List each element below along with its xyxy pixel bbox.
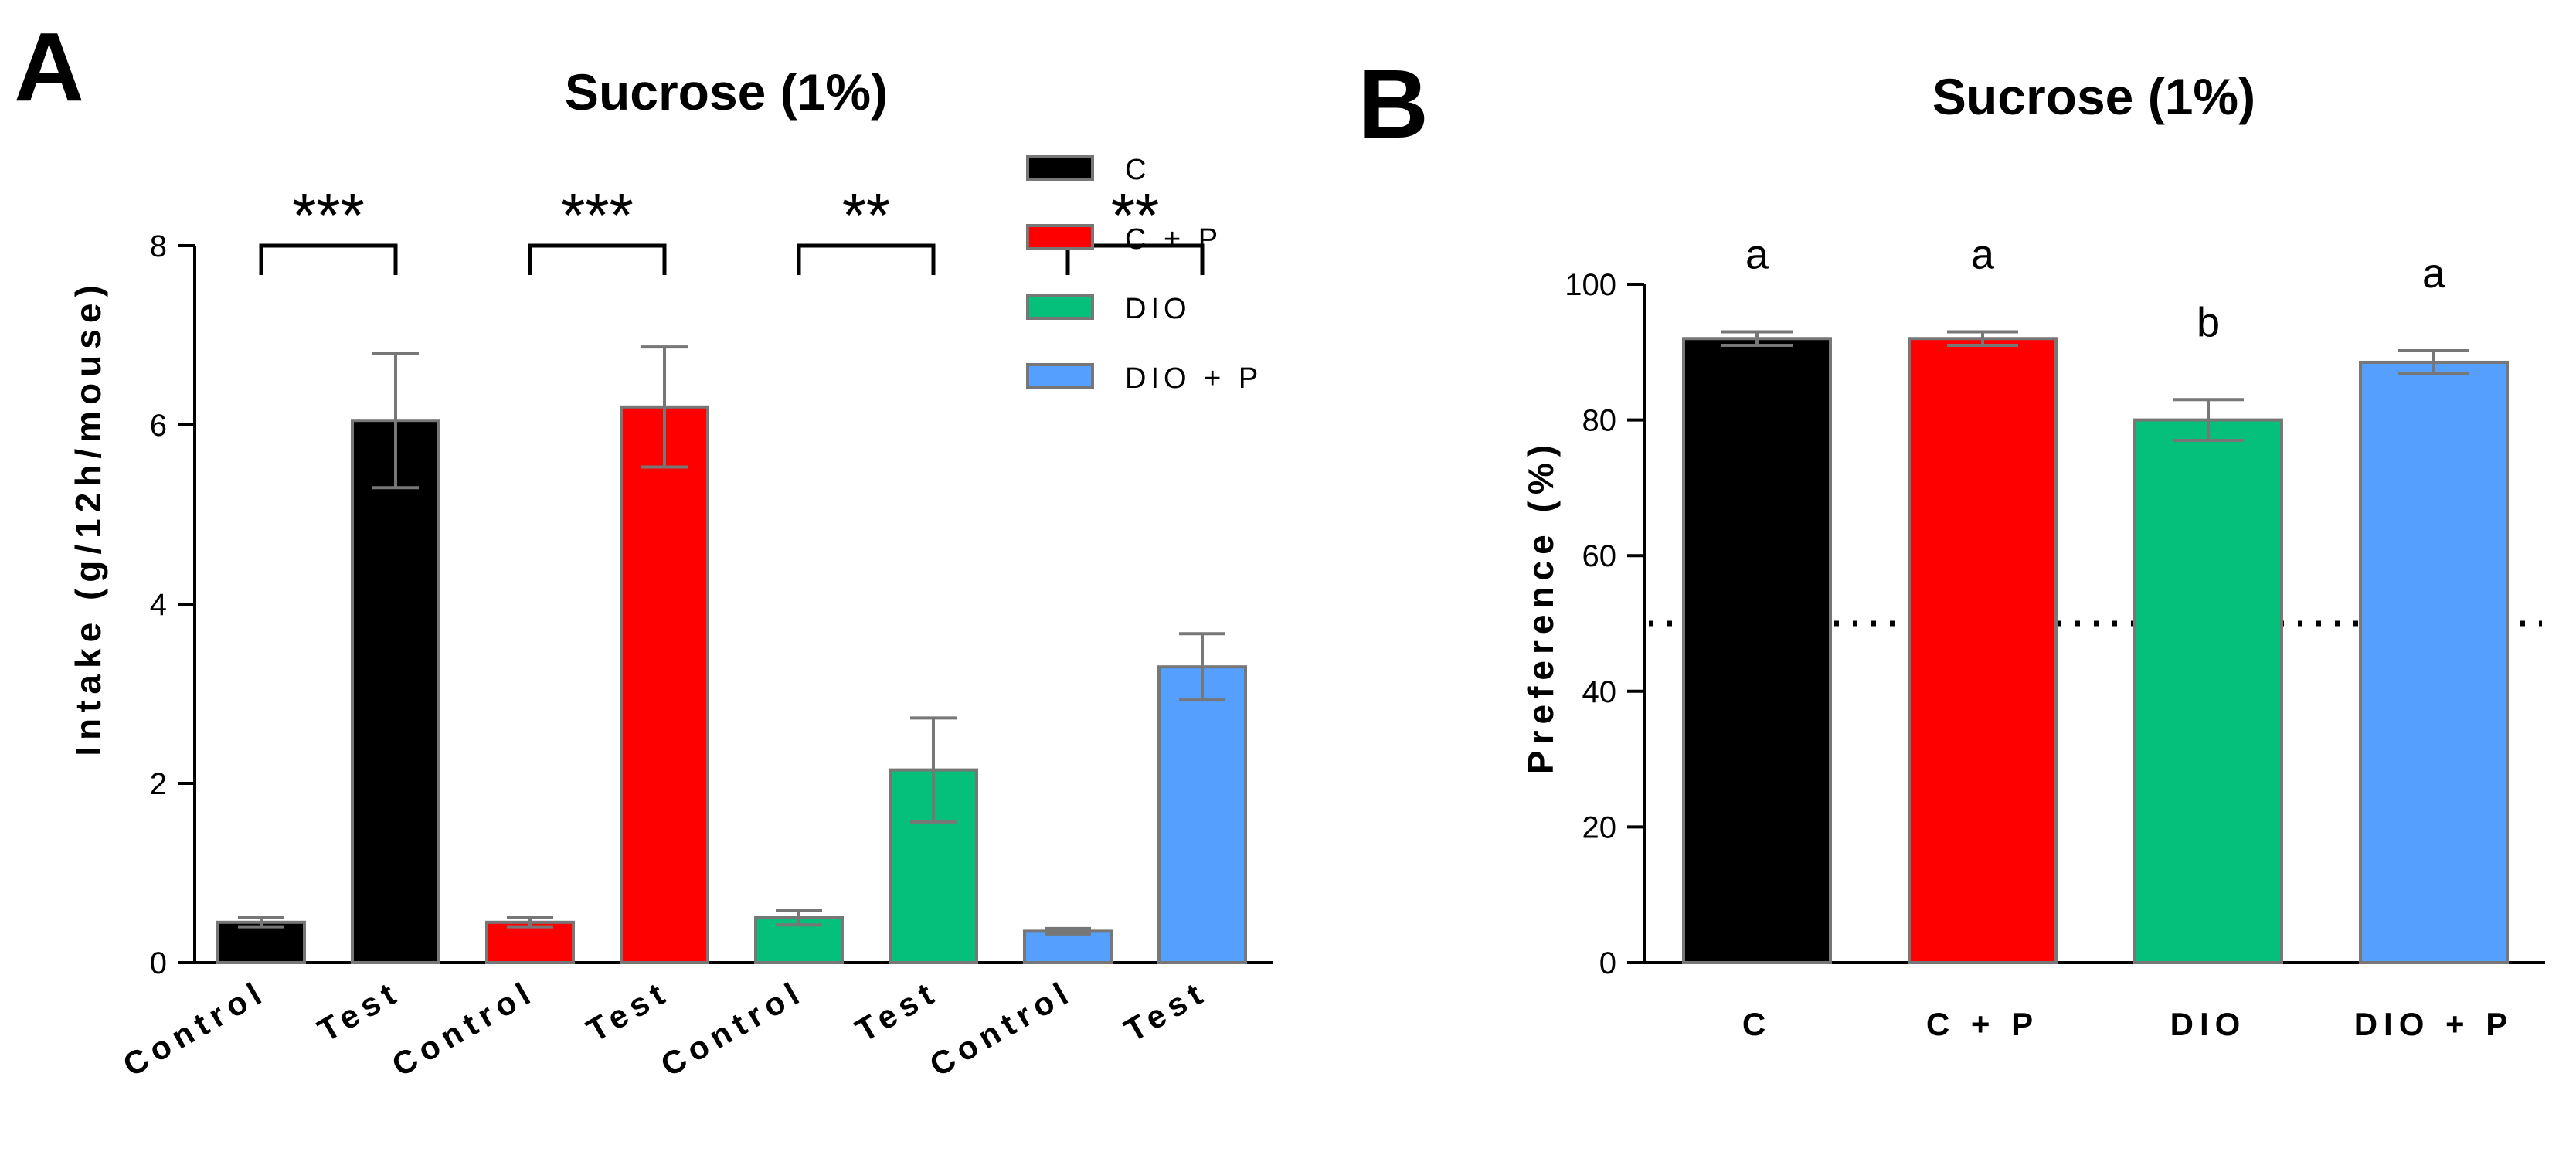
panel-a-legend-swatch: [1026, 224, 1094, 250]
panel-b-group-letter: a: [1745, 231, 1769, 277]
panel-b-group-letter: b: [2197, 299, 2220, 345]
panel-b-group-letter: a: [1971, 231, 1995, 277]
panel-a-letter: A: [14, 12, 84, 121]
panel-a-legend-label: DIO: [1125, 293, 1191, 325]
panel-b-bar: [1682, 337, 1832, 964]
panel-b-y-tick-label: 20: [1582, 810, 1617, 844]
panel-b-y-tick-label: 0: [1599, 946, 1616, 980]
panel-a-significance-bracket: [528, 243, 667, 275]
panel-a-x-tick-label: Test: [311, 973, 406, 1048]
panel-a-x-tick-label: Test: [849, 973, 944, 1048]
panel-a-bar: [1023, 929, 1113, 965]
panel-b-y-tick-label: 40: [1582, 675, 1617, 709]
panel-b-x-tick-label: C + P: [1926, 1006, 2039, 1042]
panel-a-x-tick-label: Control: [117, 973, 272, 1083]
panel-b-title: Sucrose (1%): [1932, 68, 2255, 125]
panel-a-y-tick-label: 6: [150, 409, 167, 443]
panel-b-x-tick-label: C: [1742, 1006, 1772, 1042]
panel-a-legend-swatch: [1026, 363, 1094, 389]
panel-b-group-letter: a: [2422, 250, 2446, 297]
panel-a-title: Sucrose (1%): [565, 63, 888, 121]
panel-b-x-tick-label: DIO + P: [2354, 1006, 2514, 1042]
panel-a-significance-label: ***: [292, 181, 364, 250]
panel-a-x-tick-label: Control: [386, 973, 541, 1083]
panel-b-y-tick-label: 80: [1582, 404, 1617, 438]
panel-b-y-tick-label: 100: [1565, 268, 1616, 302]
panel-b-bar: [2133, 418, 2283, 964]
panel-a-y-tick-label: 2: [150, 767, 167, 801]
panel-b-letter: B: [1358, 49, 1429, 158]
panel-a-legend-swatch: [1026, 155, 1094, 181]
panel-b-x-tick-label: DIO: [2170, 1006, 2247, 1042]
panel-a-legend-label: C + P: [1125, 223, 1222, 256]
panel-a-significance-label: **: [842, 181, 890, 250]
panel-b-plot: 0 20 40 60 80 100 Ca C + P a DIO b DIO + P a: [1565, 231, 2545, 1042]
panel-a-significance-bracket: [1065, 243, 1205, 275]
panel-a-y-tick-label: 0: [150, 946, 167, 980]
panel-a-bar: [1157, 665, 1247, 964]
panel-a-significance-label: **: [1111, 181, 1159, 250]
panel-a-x-tick-label: Control: [654, 973, 810, 1083]
panel-b-bar: [2359, 360, 2509, 965]
panel-a-legend-label: DIO + P: [1125, 362, 1263, 395]
panel-a-significance-bracket: [259, 243, 398, 275]
panel-a-y-tick-label: 8: [150, 229, 167, 263]
panel-a-y-tick-label: 4: [150, 588, 167, 622]
panel-a-bar: [351, 419, 440, 964]
panel-a-bar: [620, 405, 709, 964]
panel-a-significance-label: ***: [561, 181, 633, 250]
panel-b-bar: [1908, 337, 2058, 964]
panel-a-legend-swatch: [1026, 294, 1094, 320]
panel-a-bar: [485, 920, 575, 965]
panel-a-x-tick-label: Test: [580, 973, 675, 1048]
panel-a-significance-bracket: [797, 243, 936, 275]
panel-a-bar: [216, 920, 306, 965]
panel-a-x-tick-label: Control: [923, 973, 1079, 1083]
panel-b-y-tick-label: 60: [1582, 539, 1617, 573]
panel-a-legend-label: C: [1125, 154, 1150, 186]
panel-a-x-tick-label: Test: [1118, 973, 1213, 1048]
panel-b-ylabel: Preference (%): [1521, 439, 1561, 774]
panel-a-ylabel: Intake (g/12h/mouse): [68, 279, 108, 756]
